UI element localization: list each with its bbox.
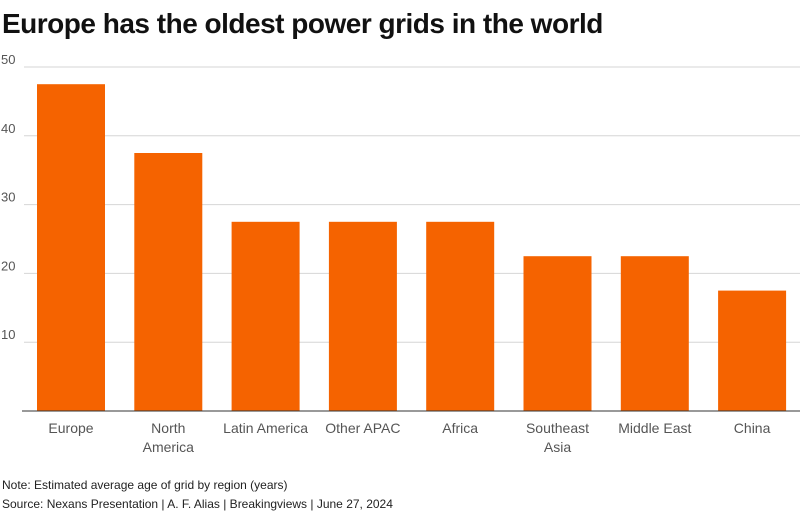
- chart-source: Source: Nexans Presentation | A. F. Alia…: [2, 497, 393, 511]
- x-tick-label: Other APAC: [325, 420, 400, 436]
- bar: [328, 221, 397, 411]
- y-axis-tick-labels: 10 20 30 40 50: [1, 52, 15, 342]
- bar: [134, 153, 203, 411]
- x-tick-label: North America: [143, 420, 195, 455]
- bars: [37, 84, 787, 411]
- y-tick-label: 50: [1, 52, 15, 67]
- y-tick-label: 20: [1, 258, 15, 273]
- x-tick-label: Middle East: [618, 420, 691, 436]
- bar: [426, 221, 495, 411]
- x-tick-label: Africa: [442, 420, 478, 436]
- bar-chart: 10 20 30 40 50 Europe North America Latin Ameri…: [1, 52, 800, 455]
- x-tick-label: China: [734, 420, 771, 436]
- y-tick-label: 40: [1, 121, 15, 136]
- x-tick-label: Southeast Asia: [526, 420, 589, 455]
- y-tick-label: 10: [1, 327, 15, 342]
- x-tick-label: Latin America: [223, 420, 308, 436]
- x-axis-tick-labels: Europe North America Latin America Other APA…: [48, 420, 770, 455]
- bar: [620, 256, 689, 411]
- bar: [231, 221, 300, 411]
- x-tick-label: Europe: [48, 420, 93, 436]
- bar: [523, 256, 592, 411]
- y-tick-label: 30: [1, 190, 15, 205]
- chart-note: Note: Estimated average age of grid by r…: [2, 478, 288, 492]
- bar: [718, 290, 787, 411]
- bar: [37, 84, 105, 411]
- page-title: Europe has the oldest power grids in the…: [2, 8, 603, 39]
